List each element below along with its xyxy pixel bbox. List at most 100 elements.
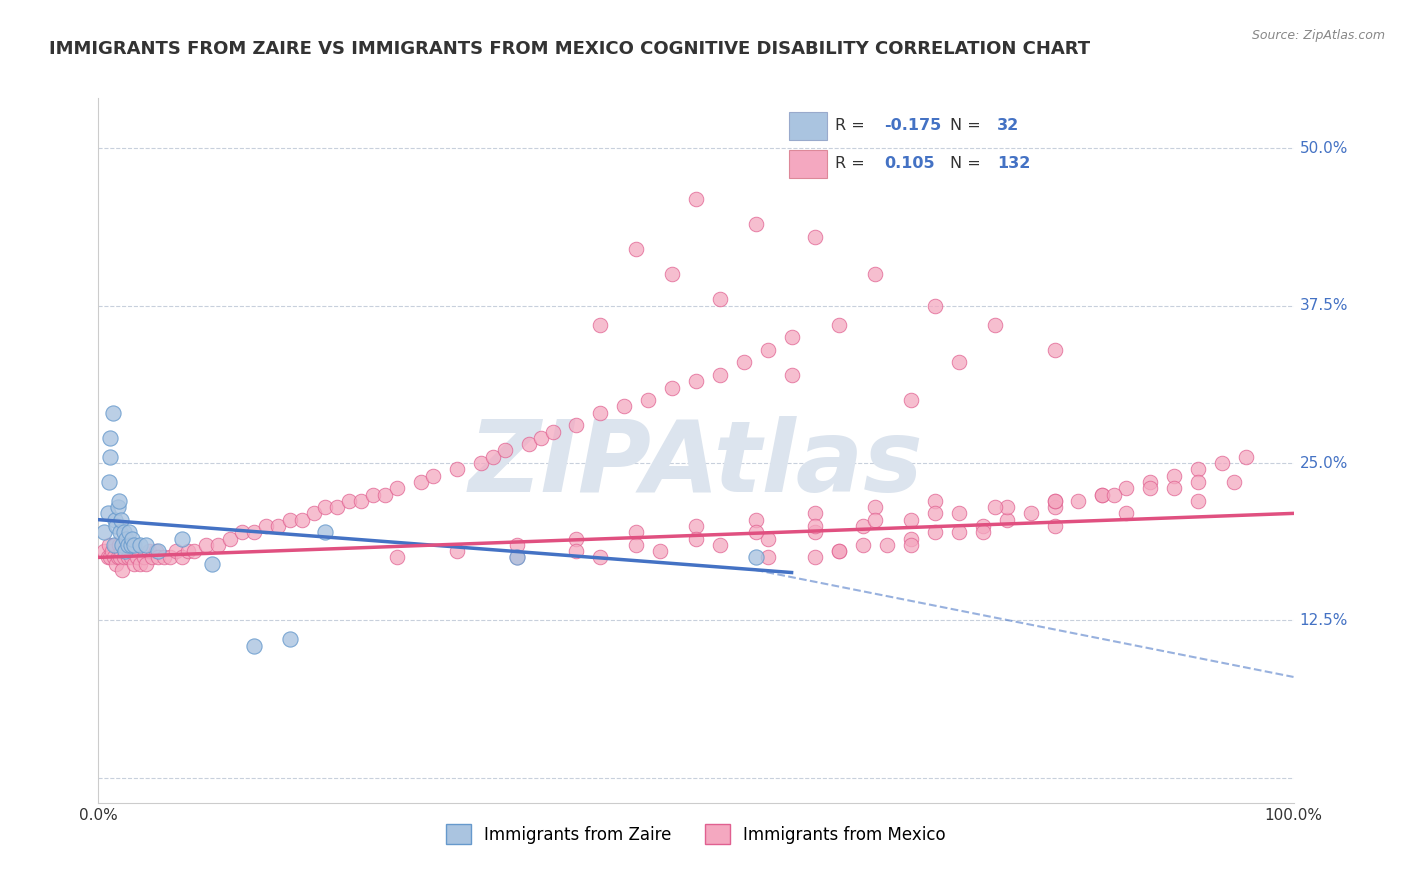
Point: [828, 318, 851, 332]
Point: [138, 544, 160, 558]
Point: [1115, 481, 1137, 495]
Point: [98, 450, 122, 464]
Point: [900, 532, 922, 546]
Point: [207, 538, 229, 552]
Point: [107, 550, 129, 565]
Legend: Immigrants from Zaire, Immigrants from Mexico: Immigrants from Zaire, Immigrants from M…: [439, 817, 953, 851]
Point: [110, 544, 132, 558]
Point: [124, 538, 146, 552]
Point: [1223, 475, 1246, 489]
Point: [219, 532, 242, 546]
Point: [948, 507, 970, 521]
Point: [637, 393, 659, 408]
Point: [93, 525, 115, 540]
Point: [865, 268, 887, 282]
Point: [165, 544, 187, 558]
Point: [125, 550, 148, 565]
Point: [661, 268, 683, 282]
Point: [124, 557, 146, 571]
Point: [804, 507, 827, 521]
Point: [374, 487, 396, 501]
Point: [254, 519, 277, 533]
Point: [385, 481, 409, 495]
Point: [141, 550, 163, 565]
Point: [506, 538, 529, 552]
Point: [1043, 343, 1066, 357]
Point: [326, 500, 349, 514]
Point: [745, 217, 768, 231]
Point: [709, 368, 731, 382]
Point: [363, 487, 385, 501]
Point: [1211, 456, 1233, 470]
Point: [104, 513, 127, 527]
Point: [129, 557, 152, 571]
Point: [98, 538, 121, 552]
Point: [107, 500, 129, 514]
Point: [733, 355, 755, 369]
Point: [924, 299, 946, 313]
Point: [494, 443, 516, 458]
Point: [745, 525, 768, 540]
Point: [231, 525, 253, 540]
Point: [745, 513, 768, 527]
Text: 12.5%: 12.5%: [1299, 613, 1348, 628]
Point: [972, 525, 994, 540]
Point: [101, 406, 124, 420]
Point: [97, 550, 120, 565]
Point: [565, 532, 588, 546]
Point: [278, 632, 301, 647]
Point: [565, 544, 588, 558]
Point: [1091, 487, 1114, 501]
Point: [177, 544, 200, 558]
Point: [148, 550, 170, 565]
Point: [589, 318, 612, 332]
Point: [565, 418, 588, 433]
Point: [685, 519, 707, 533]
Point: [1163, 481, 1185, 495]
Point: [756, 343, 779, 357]
Point: [685, 374, 707, 388]
Point: [745, 550, 768, 565]
Point: [118, 525, 141, 540]
Text: 132: 132: [997, 156, 1031, 171]
Point: [112, 525, 135, 540]
Point: [315, 500, 337, 514]
Point: [104, 538, 127, 552]
Point: [105, 519, 128, 533]
Point: [172, 532, 194, 546]
Point: [195, 538, 218, 552]
Point: [1187, 493, 1209, 508]
Point: [350, 493, 373, 508]
Text: 0.105: 0.105: [884, 156, 935, 171]
Text: N =: N =: [950, 156, 986, 171]
Point: [865, 500, 887, 514]
Point: [135, 538, 157, 552]
Point: [1187, 462, 1209, 476]
Point: [1163, 468, 1185, 483]
Point: [121, 532, 143, 546]
Text: 50.0%: 50.0%: [1299, 141, 1348, 156]
Point: [995, 513, 1018, 527]
Point: [804, 229, 827, 244]
Point: [1115, 507, 1137, 521]
Point: [995, 500, 1018, 514]
Point: [470, 456, 492, 470]
Point: [120, 550, 142, 565]
Point: [984, 318, 1007, 332]
Point: [517, 437, 540, 451]
Point: [159, 550, 181, 565]
Point: [1139, 481, 1161, 495]
Point: [100, 544, 122, 558]
Text: ZIPAtlas: ZIPAtlas: [468, 416, 924, 513]
Point: [589, 550, 612, 565]
Point: [1234, 450, 1257, 464]
Point: [105, 557, 128, 571]
Point: [107, 538, 129, 552]
Point: [108, 525, 131, 540]
Point: [900, 513, 922, 527]
Point: [613, 400, 636, 414]
Point: [541, 425, 564, 439]
Text: Source: ZipAtlas.com: Source: ZipAtlas.com: [1251, 29, 1385, 42]
Point: [924, 525, 946, 540]
Point: [148, 544, 170, 558]
